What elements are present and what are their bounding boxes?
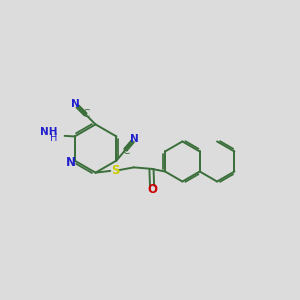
Text: H: H [50,133,58,143]
Text: O: O [147,183,157,196]
Text: N: N [71,99,80,110]
Text: NH: NH [40,127,58,137]
Text: N: N [130,134,139,144]
Text: S: S [111,164,120,177]
Text: C: C [123,146,130,155]
Text: C: C [83,109,90,118]
Text: N: N [66,156,76,169]
